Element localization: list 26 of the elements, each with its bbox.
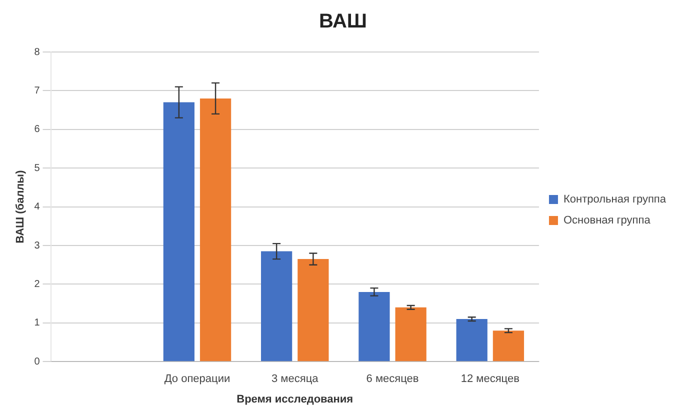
y-tick-label: 8 [34, 46, 40, 58]
y-axis-title: ВАШ (баллы) [14, 170, 27, 244]
x-tick-label: 6 месяцев [366, 373, 419, 386]
bar [456, 319, 488, 362]
y-tick-label: 1 [34, 318, 40, 329]
y-tick-label: 4 [34, 202, 40, 213]
legend-label: Контрольная группа [563, 194, 667, 206]
x-axis-title: Время исследования [236, 393, 354, 406]
y-tick-label: 5 [34, 162, 40, 174]
bar [492, 330, 524, 362]
bar [358, 292, 390, 362]
bar [395, 307, 426, 362]
bar [298, 259, 329, 362]
y-tick-label: 3 [34, 240, 40, 252]
y-tick-label: 7 [34, 85, 40, 96]
x-tick-label: 3 месяца [272, 373, 320, 386]
y-tick-label: 2 [34, 278, 40, 290]
y-tick-label: 0 [34, 356, 40, 368]
x-tick-label: До операции [164, 373, 230, 386]
bar [163, 102, 194, 362]
chart-title: ВАШ [319, 10, 367, 33]
x-tick-label: 12 месяцев [460, 373, 520, 386]
legend-label: Основная группа [563, 214, 652, 227]
bar [200, 98, 232, 362]
y-tick-label: 6 [34, 124, 40, 136]
bar [261, 251, 292, 362]
